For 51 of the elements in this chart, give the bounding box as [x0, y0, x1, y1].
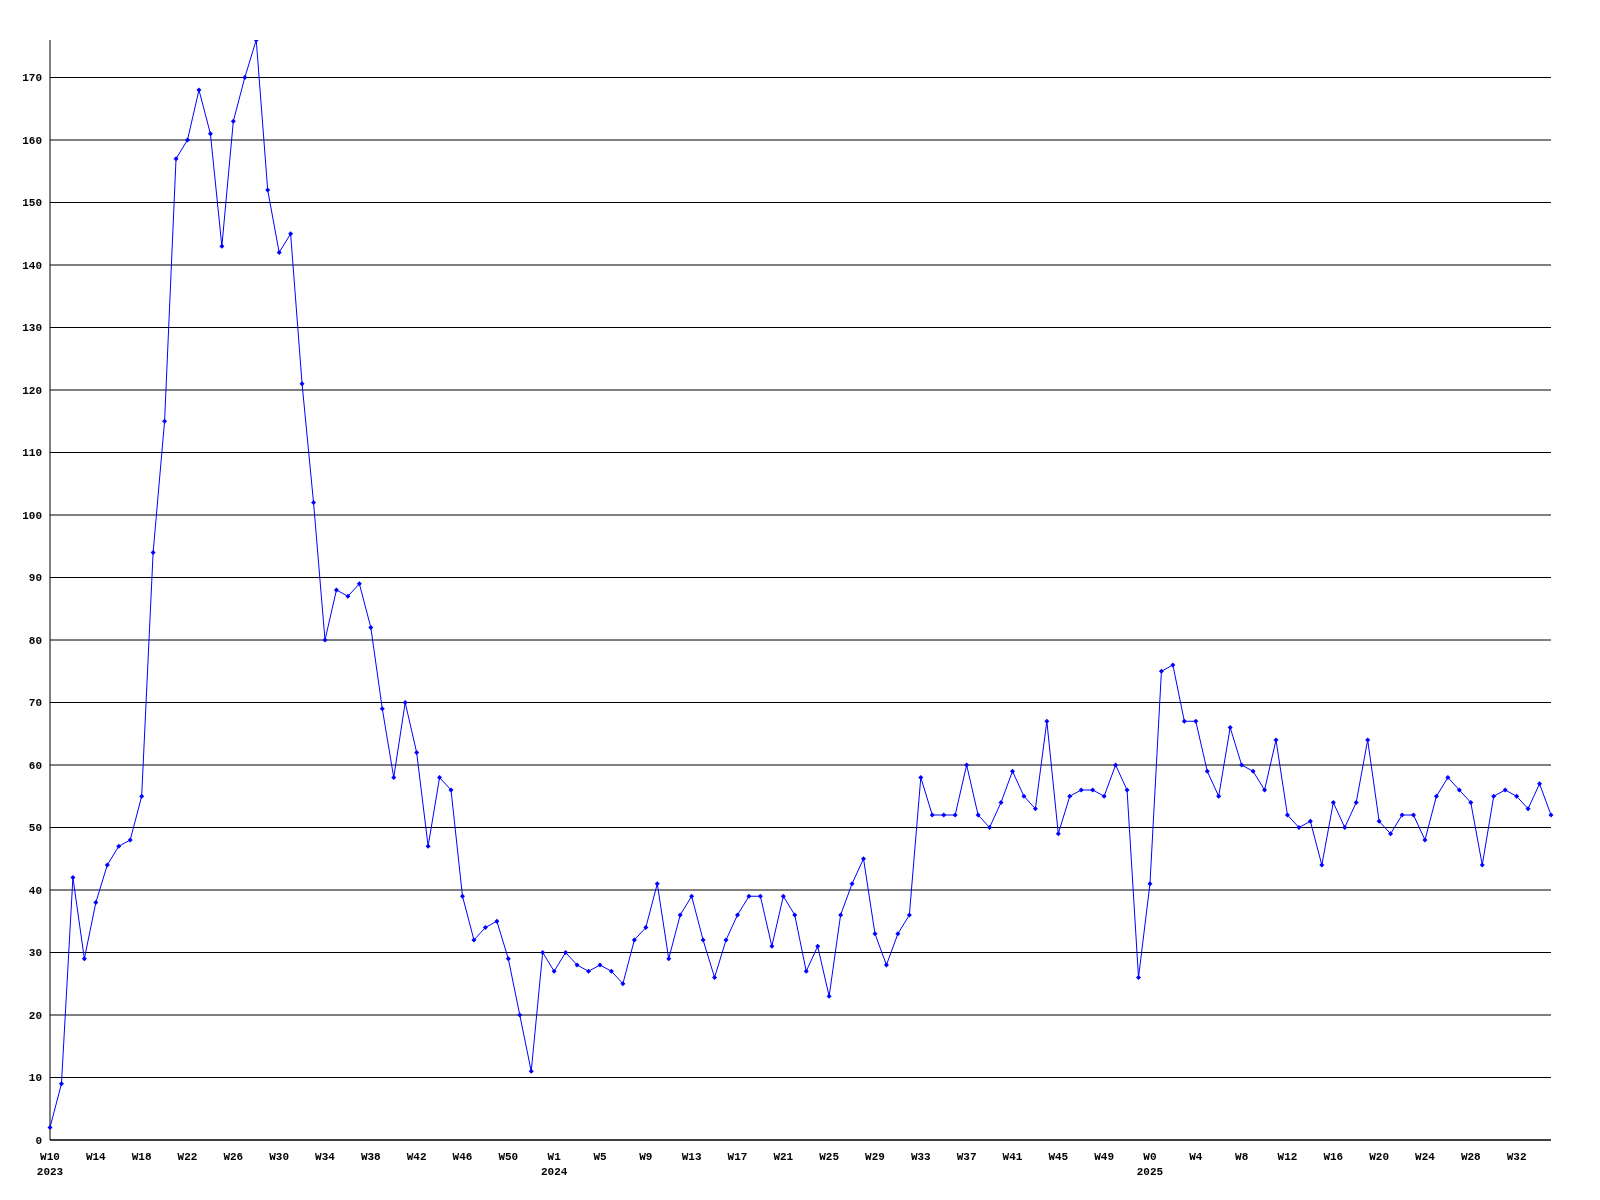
- y-tick-label: 130: [22, 322, 42, 335]
- y-tick-label: 90: [28, 572, 42, 585]
- y-tick-label: 70: [28, 697, 42, 710]
- y-tick-label: 40: [28, 884, 42, 897]
- x-tick-label: W30: [269, 1151, 290, 1163]
- y-tick-label: 10: [28, 1072, 42, 1085]
- y-tick-label: 110: [22, 447, 42, 460]
- y-tick-label: 120: [22, 384, 42, 397]
- x-tick-label: W29: [865, 1151, 885, 1163]
- x-tick-label: W18: [131, 1151, 152, 1163]
- y-tick-label: 160: [22, 134, 42, 147]
- x-tick-label: W37: [956, 1151, 977, 1163]
- x-tick-label: W45: [1048, 1151, 1069, 1163]
- x-tick-label: W20: [1369, 1151, 1390, 1163]
- y-tick-label: 50: [28, 822, 42, 835]
- x-tick-label: W49: [1094, 1151, 1115, 1163]
- x-tick-label: W25: [819, 1151, 840, 1163]
- x-tick-label: W42: [406, 1151, 427, 1163]
- x-tick-label: W28: [1460, 1151, 1482, 1163]
- x-tick-label: W5: [593, 1151, 607, 1163]
- x-tick-label: W26: [223, 1151, 244, 1163]
- x-tick-label: W4: [1189, 1151, 1203, 1163]
- x-tick-label: W13: [681, 1151, 702, 1163]
- y-tick-label: 150: [22, 197, 42, 210]
- x-tick-label: W41: [1002, 1151, 1023, 1163]
- y-tick-label: 30: [28, 947, 42, 960]
- x-tick-label: W9: [639, 1151, 653, 1163]
- x-tick-label: W32: [1506, 1151, 1527, 1163]
- x-tick-label: W8: [1235, 1151, 1249, 1163]
- y-tick-label: 20: [28, 1009, 42, 1022]
- x-tick-label: W12: [1277, 1151, 1298, 1163]
- x-tick-label: W14: [85, 1151, 107, 1163]
- x-tick-label: W24: [1415, 1151, 1436, 1163]
- x-tick-label: W38: [360, 1151, 382, 1163]
- x-tick-label: W33: [910, 1151, 932, 1163]
- y-tick-label: 0: [35, 1134, 42, 1147]
- y-tick-label: 170: [22, 72, 42, 85]
- x-tick-label: W22: [177, 1151, 198, 1163]
- x-tick-label: W21: [773, 1151, 794, 1163]
- x-tick-label: W50: [498, 1151, 519, 1163]
- x-tick-label: W10 2023: [36, 1151, 64, 1178]
- x-tick-label: W0 2025: [1136, 1151, 1164, 1178]
- x-tick-label: W1 2024: [540, 1151, 568, 1178]
- x-tick-label: W17: [727, 1151, 748, 1163]
- x-tick-label: W46: [452, 1151, 473, 1163]
- y-tick-label: 60: [28, 759, 42, 772]
- x-tick-label: W16: [1323, 1151, 1344, 1163]
- y-tick-label: 140: [22, 259, 42, 272]
- y-tick-label: 80: [28, 634, 42, 647]
- y-tick-label: 100: [22, 509, 42, 522]
- x-tick-label: W34: [315, 1151, 336, 1163]
